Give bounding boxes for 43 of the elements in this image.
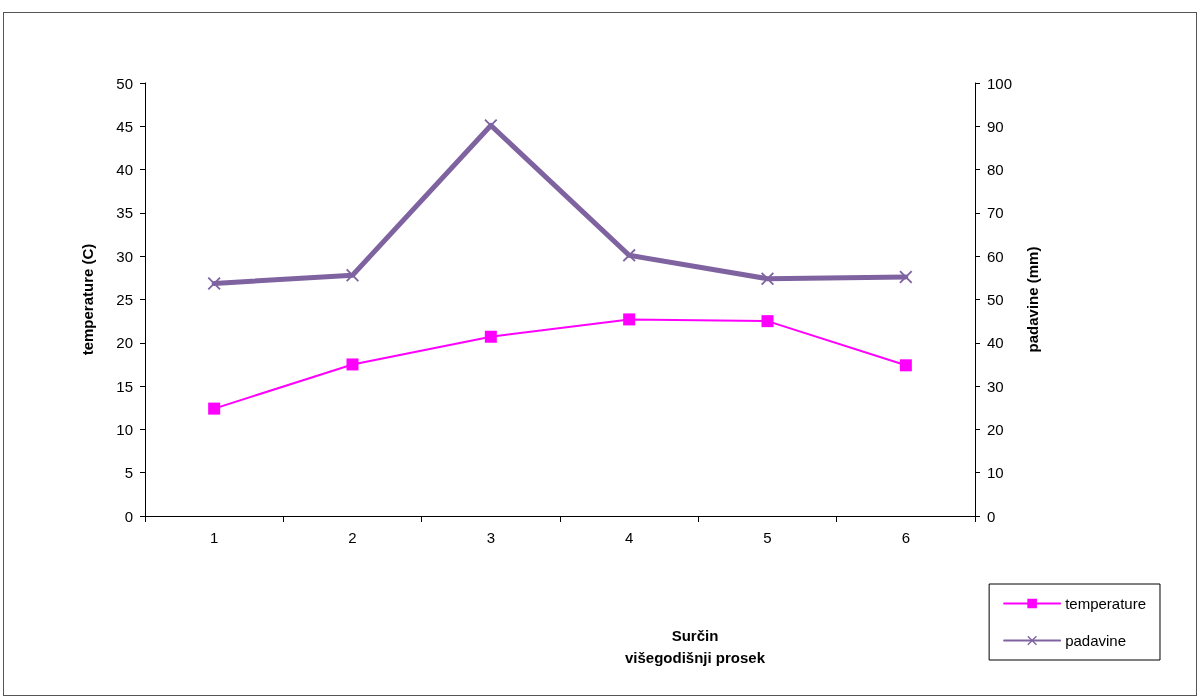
y2-tick-label: 50 — [987, 291, 1004, 308]
x-tick-label: 4 — [624, 529, 634, 546]
y-tick-label: 5 — [124, 464, 133, 482]
legend-label: padavine — [1065, 632, 1127, 649]
point — [484, 330, 497, 343]
y2-tick-label: 20 — [987, 420, 1004, 438]
y2-tick-label: 80 — [987, 161, 1004, 179]
point — [761, 315, 774, 328]
y2-tick-label: 60 — [987, 247, 1004, 265]
point — [622, 248, 636, 262]
y2-tick-label: 10 — [987, 464, 1004, 482]
y2-tick-label: 40 — [987, 334, 1004, 352]
point — [899, 270, 913, 284]
y2-axis-title: padavine (mm) — [1024, 246, 1041, 353]
point — [346, 358, 359, 371]
y-tick-label: 0 — [124, 507, 133, 525]
text: Surčin višegodišnji prosek — [624, 626, 766, 666]
x-tick-label: 2 — [348, 529, 357, 546]
y-tick-label: 10 — [116, 420, 133, 438]
y2-tick-label: 70 — [987, 204, 1004, 222]
x-tick-label: 1 — [209, 529, 219, 546]
y-tick-label: 40 — [116, 161, 133, 179]
x-tick-label: 6 — [901, 529, 911, 546]
y-axis-title: temperature (C) — [79, 243, 96, 356]
point — [346, 268, 359, 282]
y-tick-label: 25 — [116, 291, 133, 308]
y-tick-label: 20 — [116, 334, 133, 352]
y-tick-label: 50 — [116, 74, 133, 92]
y-tick-label: 15 — [116, 377, 133, 395]
point — [208, 402, 221, 415]
y2-tick-label: 30 — [987, 377, 1004, 395]
point — [899, 359, 912, 372]
legend-label: temperature — [1065, 595, 1146, 612]
y-tick-label: 30 — [116, 247, 133, 265]
point — [623, 313, 636, 326]
point — [761, 272, 774, 286]
x-tick-label: 5 — [763, 529, 772, 546]
y-tick-label: 35 — [116, 204, 133, 222]
x-tick-label: 3 — [486, 529, 496, 546]
y-tick-label: 45 — [116, 117, 133, 135]
y2-tick-label: 90 — [987, 117, 1004, 135]
y2-tick-label: 100 — [987, 74, 1013, 92]
y2-tick-label: 0 — [987, 507, 996, 525]
